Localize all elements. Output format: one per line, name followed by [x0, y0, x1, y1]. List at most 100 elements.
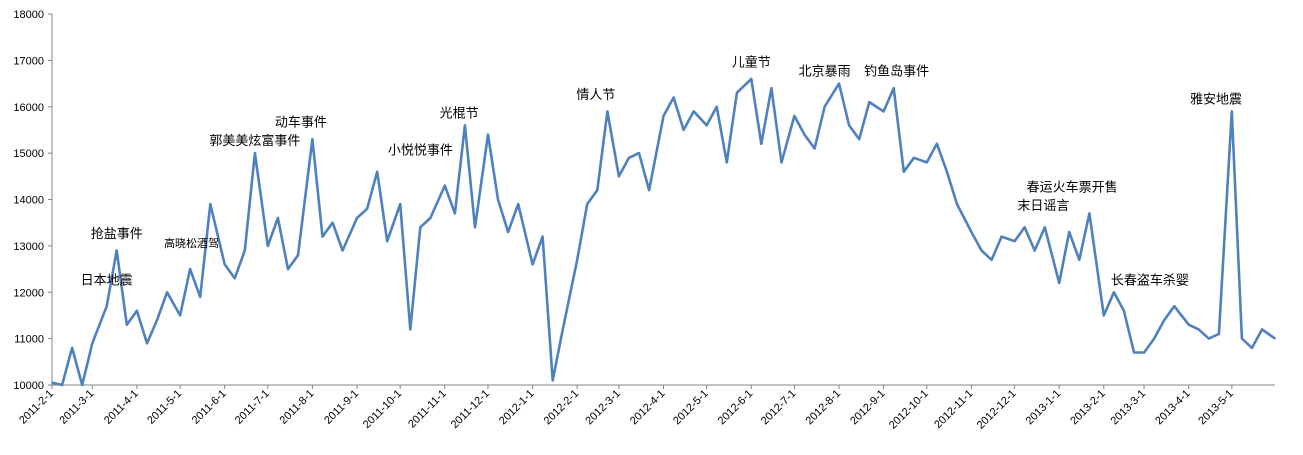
data-point [793, 115, 796, 117]
data-point [267, 245, 269, 247]
annotation-label: 郭美美炫富事件 [209, 133, 300, 149]
data-point [321, 235, 324, 238]
data-point [179, 314, 181, 317]
x-tick-label: 2011-7-1 [233, 388, 272, 427]
annotation-label: 长春盗车杀婴 [1111, 272, 1189, 288]
annotation-label: 钓鱼岛事件 [864, 64, 929, 80]
data-point [606, 110, 609, 113]
data-point [474, 226, 476, 229]
data-point [189, 268, 191, 270]
data-point [1251, 347, 1253, 349]
data-point [1033, 249, 1036, 252]
data-point [1143, 351, 1145, 354]
data-point [946, 170, 948, 173]
data-point [71, 347, 73, 349]
data-point [1088, 212, 1091, 215]
y-tick-label: 13000 [13, 241, 44, 253]
data-point [497, 198, 499, 201]
x-tick-label: 2012-2-1 [542, 388, 582, 428]
data-point [429, 217, 432, 219]
data-point [692, 110, 695, 113]
annotation-label: 动车事件 [275, 115, 327, 131]
annotation-label: 春运火车票开售 [1027, 180, 1118, 196]
data-point [166, 291, 168, 294]
data-point [1058, 282, 1060, 284]
data-point [1068, 231, 1071, 233]
x-tick-label: 2011-8-1 [278, 388, 317, 427]
data-point [848, 124, 850, 127]
data-point [868, 101, 871, 103]
annotation-label: 光棍节 [440, 106, 479, 121]
series-group [51, 77, 1276, 387]
data-point [199, 296, 201, 298]
data-point [1208, 337, 1210, 340]
data-point [297, 254, 299, 256]
data-point [1231, 110, 1233, 113]
y-tick-label: 16000 [13, 102, 44, 114]
x-tick-label: 2012-4-1 [628, 388, 668, 428]
x-tick-label: 2012-7-1 [759, 388, 799, 428]
axes [51, 14, 1275, 386]
x-tick-label: 2012-1-1 [497, 388, 537, 428]
data-point [770, 87, 773, 89]
data-point [233, 277, 236, 280]
series-line [51, 77, 1276, 387]
data-point [209, 203, 212, 205]
x-tick-label: 2012-11-1 [932, 388, 975, 431]
data-point [1153, 337, 1155, 340]
data-point [541, 235, 544, 238]
x-tick-label: 2011-11-1 [406, 388, 449, 431]
x-tick-label: 2012-9-1 [848, 388, 888, 428]
data-point [51, 381, 53, 384]
data-point [682, 129, 685, 131]
y-tick-label: 15000 [13, 148, 44, 160]
x-axis-ticks: 2011-2-1 2011-3-1 2011-4-1 2011-5-1 2011-6-1… [17, 385, 1236, 432]
data-point [956, 203, 958, 205]
y-tick-label: 10000 [13, 380, 44, 392]
data-point [1043, 226, 1046, 229]
y-tick-label: 12000 [13, 287, 44, 299]
annotation-label: 儿童节 [732, 54, 771, 70]
data-point [517, 203, 519, 205]
data-point [366, 207, 368, 210]
data-point [136, 310, 138, 312]
data-point [399, 203, 401, 205]
data-point [156, 319, 158, 321]
annotation-label: 日本地震 [81, 273, 133, 288]
data-point [386, 240, 389, 243]
data-point [892, 87, 895, 89]
y-tick-label: 18000 [13, 9, 44, 21]
data-point [926, 161, 928, 164]
data-point [1123, 310, 1125, 312]
data-point [1102, 314, 1105, 317]
data-point [970, 231, 973, 233]
x-tick-label: 2013-2-1 [1068, 388, 1108, 428]
x-tick-label: 2012-6-1 [716, 388, 756, 428]
data-point [1023, 226, 1026, 229]
data-point [596, 189, 599, 192]
data-point [638, 152, 640, 154]
data-point [1197, 328, 1200, 331]
data-point [586, 203, 589, 205]
annotation-label: 小悦悦事件 [388, 143, 453, 158]
y-tick-label: 11000 [14, 334, 44, 346]
data-point [672, 96, 675, 99]
data-point [1000, 235, 1003, 238]
x-tick-label: 2013-5-1 [1196, 388, 1236, 428]
x-tick-label: 2012-3-1 [583, 388, 623, 428]
data-point [760, 143, 763, 145]
data-point [813, 147, 816, 150]
x-tick-label: 2011-3-1 [57, 388, 96, 427]
data-point [254, 152, 256, 154]
data-point [648, 189, 650, 192]
data-point [244, 249, 246, 252]
y-axis-ticks: 10000 11000 12000 13000 14000 15000 16000 17000… [13, 9, 52, 392]
data-point [115, 249, 118, 252]
data-point [561, 328, 564, 331]
data-point [1133, 351, 1135, 354]
data-point [823, 105, 826, 108]
x-tick-label: 2011-2-1 [17, 388, 56, 427]
data-point [618, 175, 620, 178]
